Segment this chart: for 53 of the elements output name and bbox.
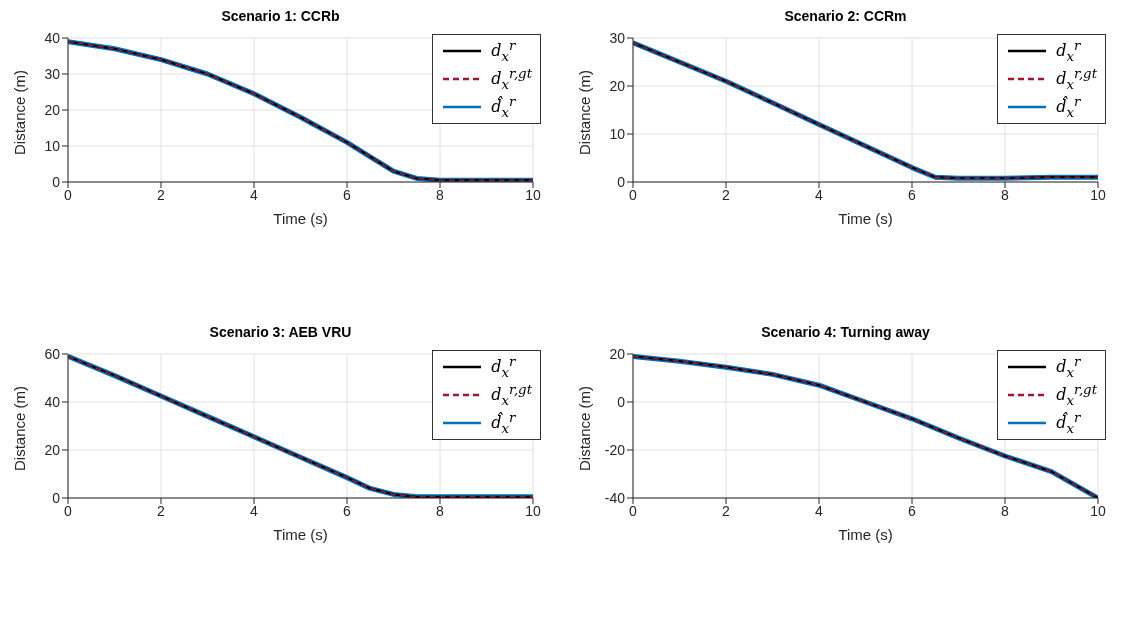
y-tick-label: 40 (44, 393, 61, 410)
x-tick-label: 4 (250, 502, 259, 519)
y-tick-label: 10 (609, 125, 626, 142)
y-tick-label: 40 (44, 29, 61, 46)
x-axis-title: Time (s) (838, 526, 893, 543)
chart-title: Scenario 4: Turning away (760, 324, 931, 342)
y-tick-label: 30 (609, 29, 626, 46)
y-axis-title: Distance (m) (576, 69, 594, 155)
y-tick-label: 0 (617, 173, 626, 190)
x-tick-label: 8 (436, 502, 445, 519)
y-tick-label: 20 (609, 345, 626, 362)
x-tick-label: 0 (64, 186, 73, 203)
y-tick-label: 0 (52, 489, 61, 506)
x-tick-label: 2 (722, 502, 731, 519)
x-axis-title: Time (s) (273, 526, 328, 543)
y-tick-label: 0 (52, 173, 61, 190)
y-tick-label: 30 (44, 65, 61, 82)
x-tick-label: 4 (250, 186, 259, 203)
y-tick-label: 20 (44, 441, 61, 458)
y-axis-title: Distance (m) (11, 385, 29, 471)
y-tick-label: 20 (44, 101, 61, 118)
x-tick-label: 0 (64, 502, 73, 519)
x-tick-label: 8 (1001, 502, 1010, 519)
x-tick-label: 8 (436, 186, 445, 203)
x-tick-label: 0 (629, 186, 638, 203)
y-tick-label: 0 (617, 393, 626, 410)
chart-title: Scenario 3: AEB VRU (208, 324, 353, 342)
x-tick-label: 6 (343, 502, 352, 519)
x-tick-label: 10 (525, 502, 541, 519)
x-tick-label: 2 (157, 502, 166, 519)
x-tick-label: 4 (815, 186, 824, 203)
y-tick-label: -20 (604, 441, 626, 458)
x-axis-title: Time (s) (838, 210, 893, 227)
y-axis-title: Distance (m) (576, 385, 594, 471)
x-tick-label: 10 (525, 186, 541, 203)
x-tick-label: 6 (343, 186, 352, 203)
x-tick-label: 10 (1090, 502, 1106, 519)
x-tick-label: 8 (1001, 186, 1010, 203)
x-tick-label: 10 (1090, 186, 1106, 203)
x-tick-label: 6 (908, 186, 917, 203)
x-tick-label: 4 (815, 502, 824, 519)
x-tick-label: 2 (722, 186, 731, 203)
y-tick-label: 20 (609, 77, 626, 94)
chart-title: Scenario 1: CCRb (220, 8, 341, 26)
y-axis-title: Distance (m) (11, 69, 29, 155)
x-tick-label: 0 (629, 502, 638, 519)
x-axis-title: Time (s) (273, 210, 328, 227)
y-tick-label: -40 (604, 489, 626, 506)
y-tick-label: 10 (44, 137, 61, 154)
x-tick-label: 2 (157, 186, 166, 203)
y-tick-label: 60 (44, 345, 61, 362)
x-tick-label: 6 (908, 502, 917, 519)
chart-title: Scenario 2: CCRm (783, 8, 908, 26)
